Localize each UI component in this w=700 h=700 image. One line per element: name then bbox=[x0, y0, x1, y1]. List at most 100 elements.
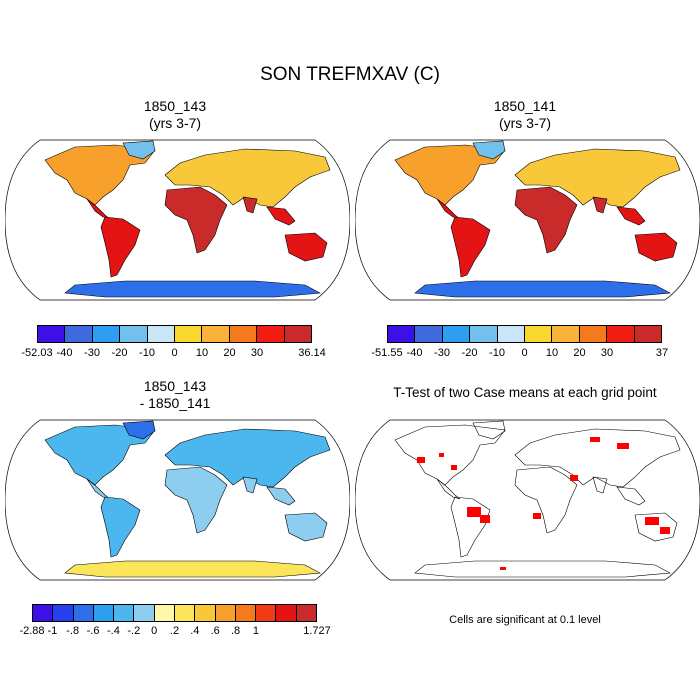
map-bl bbox=[5, 419, 350, 581]
panel-title-bl-line1: 1850_143 bbox=[143, 378, 207, 394]
colorbar-tr bbox=[387, 325, 662, 343]
significant-cell bbox=[533, 513, 541, 519]
significance-note: Cells are significant at 0.1 level bbox=[449, 614, 601, 626]
colorbar-tl-label: -40 bbox=[56, 347, 73, 359]
panel-title-tl: 1850_143 (yrs 3-7) bbox=[95, 98, 255, 132]
colorbar-bl-box bbox=[53, 605, 74, 621]
colorbar-tl-label: 30 bbox=[250, 347, 264, 359]
colorbar-bl-label: .6 bbox=[210, 625, 220, 637]
colorbar-bl-label: -1 bbox=[47, 625, 58, 637]
colorbar-bl-box bbox=[235, 605, 257, 621]
colorbar-bl-box bbox=[33, 605, 54, 621]
figure-title: SON TREFMXAV (C) bbox=[260, 64, 440, 85]
colorbar-bl-box bbox=[174, 605, 196, 621]
colorbar-bl-label: -.6 bbox=[86, 625, 100, 637]
panel-title-br: T-Test of two Case means at each grid po… bbox=[350, 384, 700, 401]
colorbar-bl-label: .4 bbox=[190, 625, 200, 637]
colorbar-bl-box bbox=[134, 605, 155, 621]
colorbar-tr-label: 37 bbox=[655, 347, 669, 359]
panel-title-tl-line1: 1850_143 bbox=[143, 98, 207, 114]
colorbar-tl-box bbox=[202, 326, 230, 342]
panel-title-tl-line2: (yrs 3-7) bbox=[148, 115, 202, 131]
colorbar-tr-label: 10 bbox=[545, 347, 559, 359]
panel-title-tr: 1850_141 (yrs 3-7) bbox=[445, 98, 605, 132]
colorbar-tl-box bbox=[147, 326, 176, 342]
colorbar-tr-label: -10 bbox=[489, 347, 505, 359]
significant-cell bbox=[570, 475, 578, 481]
map-tr bbox=[355, 139, 700, 301]
colorbar-tl-label: 36.14 bbox=[298, 347, 326, 359]
colorbar-bl-label: -.4 bbox=[107, 625, 120, 637]
colorbar-bl-label: -2.88 bbox=[19, 625, 45, 637]
colorbar-tl-label: -20 bbox=[111, 347, 128, 359]
colorbar-tl-box bbox=[229, 326, 258, 342]
colorbar-tr-label: -51.55 bbox=[371, 347, 403, 359]
colorbar-bl-label: 1.727 bbox=[303, 625, 331, 637]
colorbar-bl-label: -.8 bbox=[66, 625, 80, 637]
significant-cell bbox=[660, 527, 670, 534]
colorbar-tr-label: -40 bbox=[406, 347, 423, 359]
colorbar-bl-box bbox=[195, 605, 216, 621]
colorbar-tr-box bbox=[634, 326, 662, 342]
significant-cell bbox=[500, 567, 506, 570]
panel-title-bl-line2: - 1850_141 bbox=[139, 395, 211, 411]
colorbar-tl-box bbox=[284, 326, 312, 342]
colorbar-tr-box bbox=[497, 326, 526, 342]
colorbar-tr-box bbox=[388, 326, 416, 342]
colorbar-bl-label: .2 bbox=[169, 625, 180, 637]
colorbar-bl-box bbox=[256, 605, 277, 621]
map-tl bbox=[5, 139, 350, 301]
colorbar-tr-labels: -51.55 -40 -30 -20 -10 0 10 20 30 37 bbox=[371, 347, 668, 361]
colorbar-tr-box bbox=[607, 326, 635, 342]
colorbar-tl-box bbox=[65, 326, 93, 342]
colorbar-tl-box bbox=[120, 326, 148, 342]
colorbar-tr-label: 30 bbox=[600, 347, 614, 359]
panel-title-bl: 1850_143 - 1850_141 bbox=[95, 378, 255, 412]
significant-cell bbox=[645, 517, 659, 525]
colorbar-tl bbox=[37, 325, 312, 343]
colorbar-tr-label: -20 bbox=[461, 347, 478, 359]
significant-cell bbox=[467, 507, 481, 517]
significant-cell bbox=[617, 443, 629, 449]
significant-cell bbox=[451, 465, 457, 470]
colorbar-tr-label: 0 bbox=[521, 347, 528, 359]
colorbar-tl-box bbox=[175, 326, 203, 342]
colorbar-bl-label: .8 bbox=[230, 625, 241, 637]
colorbar-tl-label: -10 bbox=[139, 347, 155, 359]
panel-title-br-line1: T-Test of two Case means at each grid po… bbox=[393, 385, 657, 400]
significant-cell bbox=[417, 457, 425, 463]
colorbar-bl-box bbox=[73, 605, 94, 621]
colorbar-bl-box bbox=[93, 605, 115, 621]
colorbar-tl-label: -52.03 bbox=[21, 347, 53, 359]
colorbar-bl-label: 0 bbox=[151, 625, 158, 637]
significant-cell bbox=[439, 453, 444, 457]
colorbar-bl bbox=[32, 604, 317, 622]
panel-title-tr-line1: 1850_141 bbox=[493, 98, 557, 114]
significant-cell bbox=[480, 515, 490, 523]
colorbar-bl-label: -.2 bbox=[127, 625, 141, 637]
colorbar-tl-box bbox=[92, 326, 121, 342]
colorbar-bl-box bbox=[276, 605, 297, 621]
colorbar-tl-box bbox=[38, 326, 66, 342]
colorbar-bl-box bbox=[114, 605, 135, 621]
colorbar-tl-label: 20 bbox=[223, 347, 236, 359]
colorbar-tl-labels: -52.03 -40 -30 -20 -10 0 10 20 30 36.14 bbox=[21, 347, 325, 361]
colorbar-tr-label: -30 bbox=[434, 347, 450, 359]
colorbar-tl-label: 10 bbox=[195, 347, 209, 359]
colorbar-bl-label: 1 bbox=[252, 625, 259, 637]
colorbar-tr-box bbox=[415, 326, 443, 342]
colorbar-tl-box bbox=[257, 326, 285, 342]
colorbar-bl-labels: -2.88 -1 -.8 -.6 -.4 -.2 0 .2 .4 .6 .8 1 1.727 bbox=[19, 625, 330, 639]
colorbar-bl-box bbox=[215, 605, 236, 621]
colorbar-tr-box bbox=[579, 326, 608, 342]
colorbar-tl-label: -30 bbox=[84, 347, 100, 359]
colorbar-tl-label: 0 bbox=[171, 347, 178, 359]
colorbar-tr-box bbox=[525, 326, 553, 342]
colorbar-tr-box bbox=[552, 326, 580, 342]
colorbar-bl-box bbox=[296, 605, 316, 621]
colorbar-tr-box bbox=[442, 326, 471, 342]
significant-cell bbox=[590, 437, 600, 442]
map-br bbox=[355, 419, 700, 581]
colorbar-tr-box bbox=[470, 326, 498, 342]
colorbar-tr-label: 20 bbox=[573, 347, 586, 359]
